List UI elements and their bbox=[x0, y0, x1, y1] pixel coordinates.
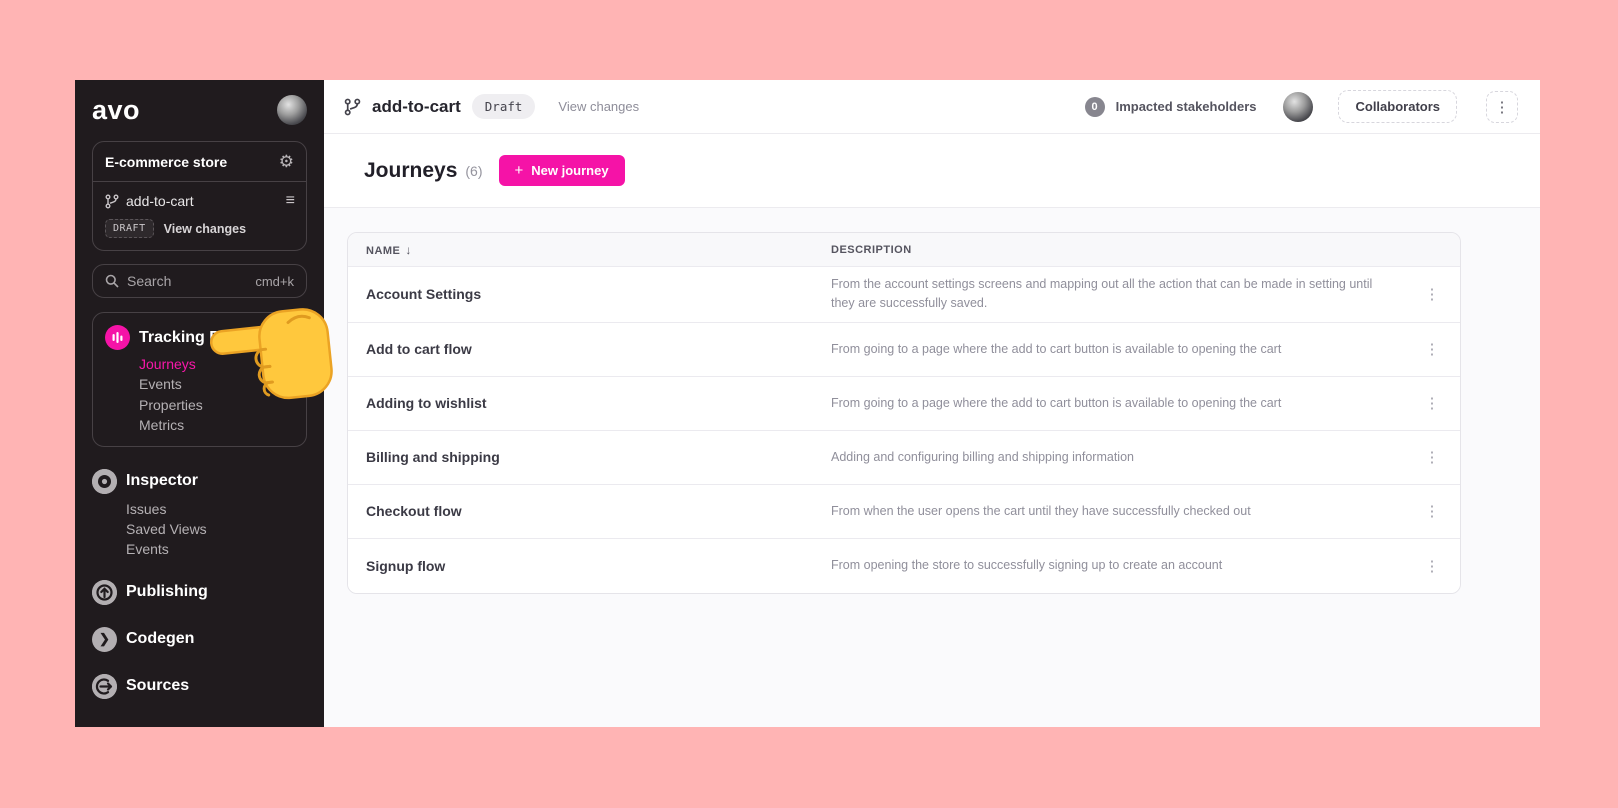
search-input[interactable]: Search cmd+k bbox=[92, 264, 307, 298]
journey-name: Signup flow bbox=[366, 557, 446, 574]
publishing-label: Publishing bbox=[126, 583, 208, 601]
table-row[interactable]: Signup flow From opening the store to su… bbox=[348, 538, 1460, 593]
row-kebab-icon[interactable]: ⋮ bbox=[1424, 341, 1440, 359]
table-header: NAME ↓ DESCRIPTION bbox=[348, 233, 1460, 267]
app-window: avo E-commerce store ⚙ add-to-cart ≡ bbox=[75, 80, 1540, 727]
sources-label: Sources bbox=[126, 677, 190, 695]
journey-name: Account Settings bbox=[366, 286, 482, 303]
hamburger-menu-icon[interactable]: ≡ bbox=[285, 192, 295, 209]
user-avatar[interactable] bbox=[277, 95, 307, 125]
warning-icon bbox=[264, 332, 275, 343]
sidebar-item-inspector[interactable]: Inspector bbox=[92, 468, 307, 494]
page-header: Journeys (6) + New journey bbox=[324, 134, 1540, 208]
branch-icon bbox=[105, 194, 119, 209]
journey-description: From the account settings screens and ma… bbox=[831, 277, 1373, 311]
journey-description: From going to a page where the add to ca… bbox=[831, 395, 1282, 410]
journey-description: Adding and configuring billing and shipp… bbox=[831, 449, 1134, 464]
branch-title: add-to-cart bbox=[372, 96, 461, 116]
sources-icon bbox=[92, 673, 117, 699]
sidebar-item-inspector-events[interactable]: Events bbox=[126, 541, 169, 558]
publishing-icon bbox=[92, 579, 117, 605]
sidebar-item-properties[interactable]: Properties bbox=[139, 396, 203, 413]
content-area: NAME ↓ DESCRIPTION Account Settings From … bbox=[324, 208, 1540, 727]
view-changes-link[interactable]: View changes bbox=[163, 221, 247, 236]
workspace-selector[interactable]: E-commerce store ⚙ bbox=[93, 142, 306, 182]
row-kebab-icon[interactable]: ⋮ bbox=[1424, 286, 1440, 304]
journey-description: From going to a page where the add to ca… bbox=[831, 341, 1282, 356]
journey-name: Adding to wishlist bbox=[366, 395, 487, 412]
tracking-plan-icon bbox=[105, 325, 130, 350]
sidebar-item-publishing[interactable]: Publishing bbox=[92, 579, 307, 605]
search-icon bbox=[105, 274, 119, 288]
tracking-plan-section: Tracking Plan 2 Journeys Events Properti… bbox=[92, 312, 307, 447]
journey-description: From opening the store to successfully s… bbox=[831, 558, 1223, 573]
sidebar: avo E-commerce store ⚙ add-to-cart ≡ bbox=[75, 80, 333, 727]
main-panel: add-to-cart Draft View changes 0 Impacte… bbox=[324, 80, 1540, 727]
plus-icon: + bbox=[514, 162, 524, 179]
branch-name: add-to-cart bbox=[126, 193, 194, 209]
draft-status-badge: DRAFT bbox=[105, 219, 154, 238]
workspace-card: E-commerce store ⚙ add-to-cart ≡ DRAFT V… bbox=[92, 141, 307, 251]
new-journey-button[interactable]: + New journey bbox=[498, 155, 625, 186]
avo-logo: avo bbox=[92, 94, 141, 125]
issues-badge[interactable]: 2 bbox=[256, 328, 294, 347]
view-changes-link[interactable]: View changes bbox=[558, 99, 640, 114]
sidebar-item-events[interactable]: Events bbox=[139, 376, 182, 393]
table-row[interactable]: Adding to wishlist From going to a page … bbox=[348, 376, 1460, 431]
sort-down-icon: ↓ bbox=[405, 242, 412, 257]
collaborator-avatar[interactable] bbox=[1283, 91, 1314, 122]
row-kebab-icon[interactable]: ⋮ bbox=[1424, 449, 1440, 467]
column-description: DESCRIPTION bbox=[831, 243, 912, 256]
branch-icon bbox=[344, 98, 361, 116]
journeys-table: NAME ↓ DESCRIPTION Account Settings From … bbox=[347, 232, 1461, 594]
impacted-stakeholders-label: Impacted stakeholders bbox=[1115, 99, 1257, 114]
draft-badge: Draft bbox=[471, 94, 536, 119]
sidebar-item-tracking-plan[interactable]: Tracking Plan 2 bbox=[105, 325, 294, 350]
inspector-icon bbox=[92, 468, 117, 494]
sidebar-item-sources[interactable]: Sources bbox=[92, 673, 307, 699]
sidebar-item-metrics[interactable]: Metrics bbox=[139, 417, 185, 434]
gear-icon[interactable]: ⚙ bbox=[278, 152, 294, 171]
branch-topbar: add-to-cart Draft View changes 0 Impacte… bbox=[324, 80, 1540, 134]
codegen-label: Codegen bbox=[126, 630, 195, 648]
more-options-button[interactable]: ⋮ bbox=[1486, 90, 1518, 123]
inspector-label: Inspector bbox=[126, 472, 199, 490]
tracking-plan-label: Tracking Plan bbox=[139, 328, 244, 346]
journeys-count: (6) bbox=[465, 162, 483, 179]
sidebar-item-codegen[interactable]: ❯ Codegen bbox=[92, 626, 307, 652]
sidebar-item-issues[interactable]: Issues bbox=[126, 500, 167, 517]
search-shortcut: cmd+k bbox=[255, 273, 294, 289]
table-row[interactable]: Account Settings From the account settin… bbox=[348, 267, 1460, 323]
journey-name: Add to cart flow bbox=[366, 341, 472, 358]
branch-row[interactable]: add-to-cart ≡ bbox=[93, 182, 306, 215]
sidebar-item-saved-views[interactable]: Saved Views bbox=[126, 520, 207, 537]
row-kebab-icon[interactable]: ⋮ bbox=[1424, 503, 1440, 521]
codegen-icon: ❯ bbox=[92, 626, 117, 652]
table-row[interactable]: Add to cart flow From going to a page wh… bbox=[348, 322, 1460, 377]
row-kebab-icon[interactable]: ⋮ bbox=[1424, 557, 1440, 575]
column-name[interactable]: NAME ↓ bbox=[366, 242, 412, 257]
journey-description: From when the user opens the cart until … bbox=[831, 503, 1251, 518]
collaborators-button[interactable]: Collaborators bbox=[1338, 90, 1457, 123]
kebab-icon: ⋮ bbox=[1494, 98, 1510, 116]
row-kebab-icon[interactable]: ⋮ bbox=[1424, 395, 1440, 413]
impacted-stakeholders-count: 0 bbox=[1084, 96, 1105, 117]
journey-name: Checkout flow bbox=[366, 503, 462, 520]
journey-name: Billing and shipping bbox=[366, 449, 500, 466]
search-placeholder: Search bbox=[127, 273, 172, 289]
workspace-name: E-commerce store bbox=[105, 153, 228, 170]
page-title: Journeys bbox=[364, 158, 458, 182]
table-row[interactable]: Checkout flow From when the user opens t… bbox=[348, 484, 1460, 539]
sidebar-item-journeys[interactable]: Journeys bbox=[139, 356, 196, 372]
table-row[interactable]: Billing and shipping Adding and configur… bbox=[348, 430, 1460, 485]
